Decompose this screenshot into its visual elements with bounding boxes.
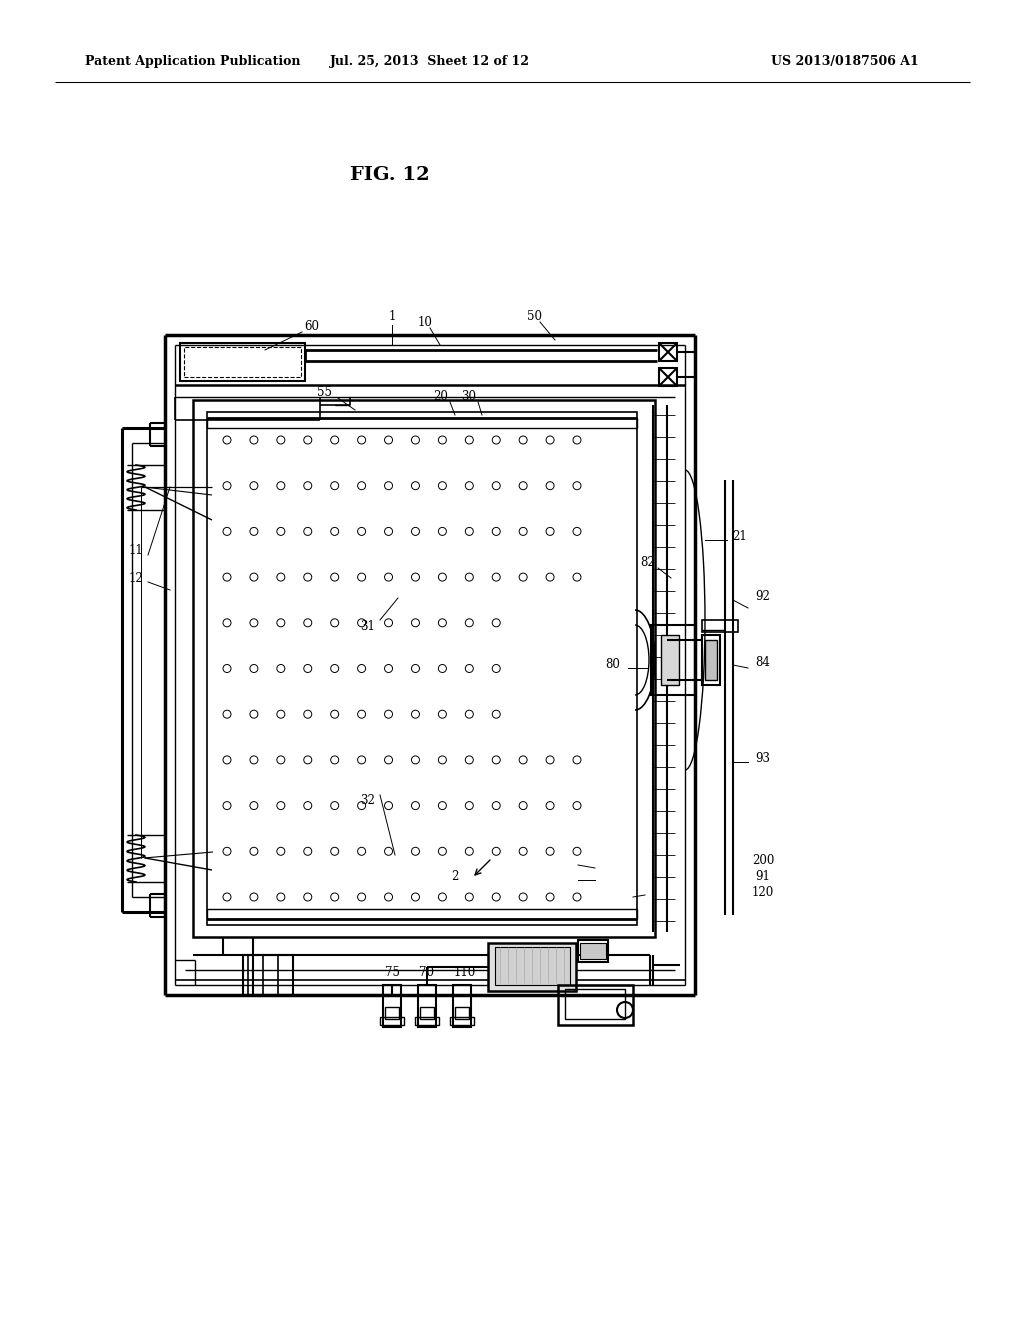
Text: 92: 92 — [756, 590, 770, 603]
Bar — [420, 1007, 434, 1019]
Bar — [580, 942, 606, 960]
Bar — [558, 985, 633, 1026]
Bar — [488, 942, 575, 991]
Text: 110: 110 — [454, 965, 476, 978]
Text: 75: 75 — [384, 965, 399, 978]
Text: 200: 200 — [752, 854, 774, 866]
Text: 10: 10 — [418, 317, 432, 330]
Bar — [495, 946, 570, 985]
Text: Patent Application Publication: Patent Application Publication — [85, 55, 300, 69]
Text: 11: 11 — [129, 544, 143, 557]
Text: 30: 30 — [462, 391, 476, 404]
Text: Jul. 25, 2013  Sheet 12 of 12: Jul. 25, 2013 Sheet 12 of 12 — [330, 55, 530, 69]
Bar — [565, 989, 625, 1019]
Bar — [659, 343, 677, 360]
Text: 91: 91 — [756, 870, 770, 883]
Bar — [385, 1007, 399, 1019]
Text: 21: 21 — [732, 529, 748, 543]
Text: 84: 84 — [756, 656, 770, 669]
Text: 120: 120 — [752, 887, 774, 899]
Text: 31: 31 — [360, 619, 376, 632]
Bar — [380, 1016, 404, 1026]
Text: 1: 1 — [388, 310, 395, 323]
Bar — [383, 985, 401, 1027]
Bar — [184, 347, 301, 378]
Bar — [180, 343, 305, 381]
Text: FIG. 12: FIG. 12 — [350, 166, 430, 183]
Bar — [207, 412, 637, 925]
Bar — [578, 940, 608, 962]
Bar — [651, 624, 695, 696]
Bar — [450, 1016, 474, 1026]
Text: 80: 80 — [605, 659, 621, 672]
Bar — [415, 1016, 439, 1026]
Text: 82: 82 — [641, 557, 655, 569]
Bar — [243, 954, 293, 995]
Bar — [193, 400, 655, 937]
Bar — [453, 985, 471, 1027]
Text: 32: 32 — [360, 795, 376, 808]
Text: 60: 60 — [304, 321, 319, 334]
Text: 55: 55 — [317, 387, 333, 400]
Text: 50: 50 — [526, 310, 542, 323]
Bar — [418, 985, 436, 1027]
Bar — [702, 635, 720, 685]
Text: 70: 70 — [420, 965, 434, 978]
Text: 12: 12 — [129, 572, 143, 585]
Bar — [662, 635, 679, 685]
Text: US 2013/0187506 A1: US 2013/0187506 A1 — [771, 55, 919, 69]
Bar — [702, 620, 738, 632]
Bar — [659, 368, 677, 385]
Text: 93: 93 — [756, 751, 770, 764]
Text: 20: 20 — [433, 391, 449, 404]
Bar — [455, 1007, 469, 1019]
Bar — [705, 640, 717, 680]
Text: 2: 2 — [452, 870, 459, 883]
